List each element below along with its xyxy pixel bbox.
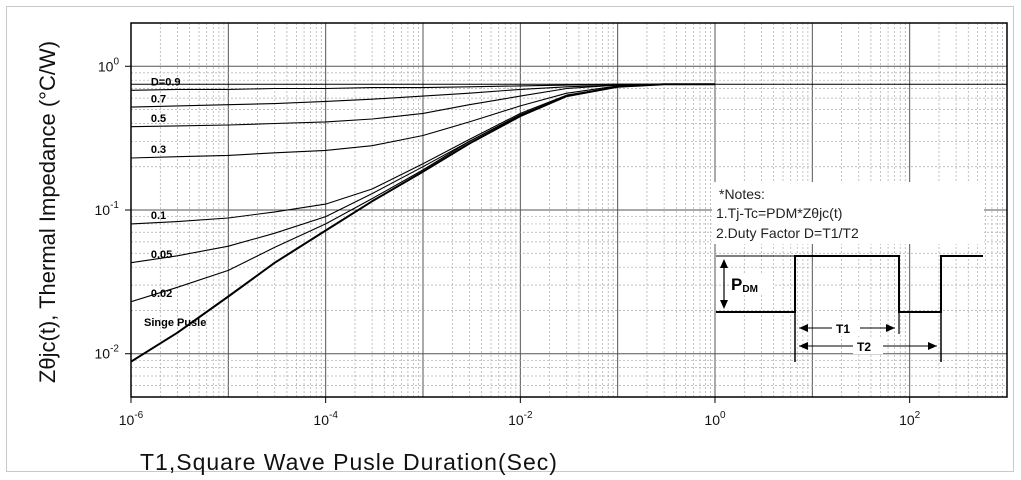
curve-label: 0.05 xyxy=(151,249,172,261)
curve-label: 0.7 xyxy=(151,93,166,105)
t2-label: T2 xyxy=(857,340,871,354)
y-tick-label: 10-1 xyxy=(95,200,120,218)
note-1: 1.Tj-Tc=PDM*Zθjc(t) xyxy=(716,205,842,221)
notes-title: *Notes: xyxy=(719,186,765,202)
curve-label: 0.1 xyxy=(151,210,166,222)
y-tick-label: 10-2 xyxy=(95,344,120,362)
t1-label: T1 xyxy=(836,322,850,336)
x-tick-label: 10-6 xyxy=(119,410,144,428)
x-tick-label: 102 xyxy=(899,410,921,428)
x-axis-label: T1,Square Wave Pusle Duration(Sec) xyxy=(140,449,558,475)
notes-background xyxy=(712,182,984,244)
curve-label: Singe Pusle xyxy=(144,317,206,329)
y-tick-label: 100 xyxy=(98,56,120,74)
pdm-label-bg xyxy=(729,273,773,293)
curve-label: 0.3 xyxy=(151,144,166,156)
curve-label: D=0.9 xyxy=(151,77,181,89)
curve-series-2 xyxy=(131,83,715,128)
pulse-waveform xyxy=(716,255,983,313)
curves xyxy=(131,83,1007,363)
x-tick-label: 10-4 xyxy=(313,410,338,428)
x-tick-label: 100 xyxy=(704,410,726,428)
curve-series-7 xyxy=(131,83,715,363)
note-2: 2.Duty Factor D=T1/T2 xyxy=(716,225,859,241)
t1-label-bg xyxy=(832,320,860,336)
y-axis-label: Zθjc(t), Thermal Impedance (°C/W) xyxy=(35,41,60,383)
chart-frame xyxy=(6,6,1014,472)
t2-label-bg xyxy=(853,338,883,354)
notes-annotation: *Notes: 1.Tj-Tc=PDM*Zθjc(t) 2.Duty Factor … xyxy=(712,182,984,362)
curve-labels: D=0.9 0.7 0.5 0.3 0.1 0.05 0.02 Singe Pusle xyxy=(144,77,206,329)
x-tick-label: 10-2 xyxy=(508,410,533,428)
curve-label: 0.5 xyxy=(151,113,166,125)
curve-label: 0.02 xyxy=(151,288,172,300)
